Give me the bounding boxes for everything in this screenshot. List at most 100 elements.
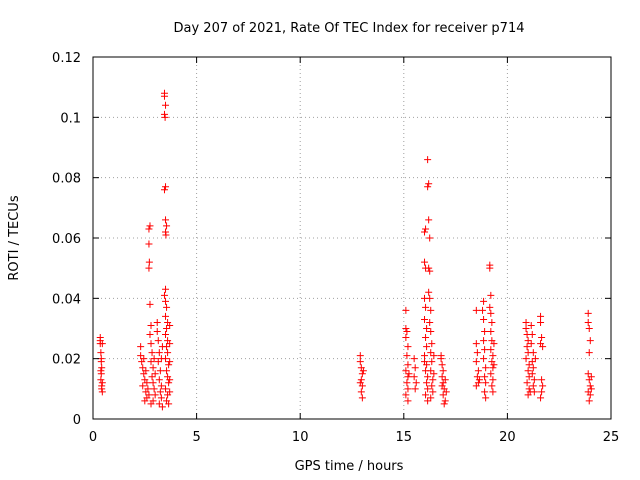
data-point <box>145 258 153 266</box>
data-point <box>427 367 435 375</box>
data-point <box>430 370 438 378</box>
data-point <box>148 373 156 381</box>
data-point <box>404 385 412 393</box>
data-point <box>402 325 410 332</box>
data-point <box>440 400 448 408</box>
data-point <box>160 92 168 100</box>
data-point <box>146 331 154 339</box>
data-point <box>155 349 163 357</box>
data-point <box>426 267 434 275</box>
data-point <box>441 376 449 384</box>
data-point <box>166 358 174 366</box>
data-point <box>586 391 594 399</box>
data-point <box>479 306 487 314</box>
data-point <box>166 321 174 329</box>
data-point <box>481 373 489 381</box>
data-point <box>155 376 163 384</box>
data-point <box>425 264 433 272</box>
data-point <box>403 379 411 387</box>
data-point <box>165 400 173 408</box>
data-point <box>430 352 438 360</box>
data-point <box>410 355 418 363</box>
data-point <box>137 343 145 351</box>
data-point <box>528 358 536 366</box>
data-point <box>404 397 412 405</box>
data-point <box>157 382 165 390</box>
data-point <box>490 340 498 348</box>
data-point <box>140 355 148 363</box>
data-point <box>525 361 533 369</box>
data-point <box>97 349 105 357</box>
data-point <box>475 376 483 384</box>
data-point <box>439 367 447 375</box>
data-point <box>422 225 430 233</box>
data-point <box>442 388 450 396</box>
data-point <box>98 379 106 387</box>
data-point <box>486 264 494 272</box>
data-point <box>163 303 171 311</box>
data-point <box>357 388 365 396</box>
data-point <box>146 300 154 308</box>
data-point <box>482 364 490 372</box>
data-point <box>356 358 364 366</box>
data-point <box>148 349 156 357</box>
data-point <box>438 373 446 381</box>
data-point <box>150 355 158 363</box>
data-point <box>411 385 419 393</box>
y-tick-label: 0.06 <box>52 232 81 247</box>
y-tick-label: 0 <box>73 413 81 428</box>
data-point <box>98 388 106 396</box>
data-point <box>402 306 410 314</box>
data-point <box>145 240 153 248</box>
data-point <box>166 340 174 348</box>
data-point <box>137 352 145 360</box>
data-point <box>149 364 157 372</box>
data-point <box>525 385 533 393</box>
data-point <box>162 385 170 393</box>
data-point <box>421 258 429 266</box>
data-point <box>523 379 531 387</box>
data-point <box>481 388 489 396</box>
data-point <box>162 231 170 239</box>
y-tick-label: 0.04 <box>52 292 81 307</box>
data-point <box>421 228 429 236</box>
data-point <box>473 349 481 357</box>
x-tick-label: 5 <box>192 430 200 445</box>
data-point <box>426 234 434 242</box>
data-point <box>166 388 174 396</box>
data-point <box>139 382 147 390</box>
x-tick-label: 10 <box>292 430 309 445</box>
data-point <box>528 331 536 339</box>
data-point <box>162 101 170 109</box>
data-point <box>489 352 497 360</box>
data-point <box>489 376 497 384</box>
data-point <box>153 318 161 326</box>
data-point <box>359 367 367 375</box>
data-point <box>426 294 434 302</box>
data-point <box>423 343 431 351</box>
data-point <box>356 352 364 360</box>
data-point <box>149 379 157 387</box>
data-point <box>97 367 105 375</box>
data-point <box>486 303 494 311</box>
data-point <box>537 318 545 326</box>
data-point <box>422 391 430 399</box>
data-point <box>427 328 435 336</box>
data-point <box>481 346 489 354</box>
data-point <box>472 358 480 366</box>
data-point <box>524 367 532 375</box>
data-point <box>165 361 173 369</box>
data-point <box>487 370 495 378</box>
data-point <box>539 382 547 390</box>
data-point <box>522 318 530 326</box>
data-point <box>156 367 164 375</box>
data-point <box>424 373 432 381</box>
x-axis-label: GPS time / hours <box>295 459 404 474</box>
data-point <box>437 355 445 363</box>
data-point <box>425 180 433 188</box>
data-point <box>146 222 154 230</box>
data-point <box>162 312 170 320</box>
data-point <box>423 325 431 332</box>
data-point <box>161 113 169 121</box>
data-point <box>424 397 432 405</box>
